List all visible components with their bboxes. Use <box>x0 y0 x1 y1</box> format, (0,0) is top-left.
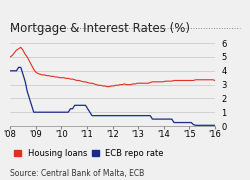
Text: Source: Central Bank of Malta, ECB: Source: Central Bank of Malta, ECB <box>10 169 144 178</box>
Text: Mortgage & Interest Rates (%): Mortgage & Interest Rates (%) <box>10 22 190 35</box>
Legend: Housing loans, ECB repo rate: Housing loans, ECB repo rate <box>14 149 164 158</box>
